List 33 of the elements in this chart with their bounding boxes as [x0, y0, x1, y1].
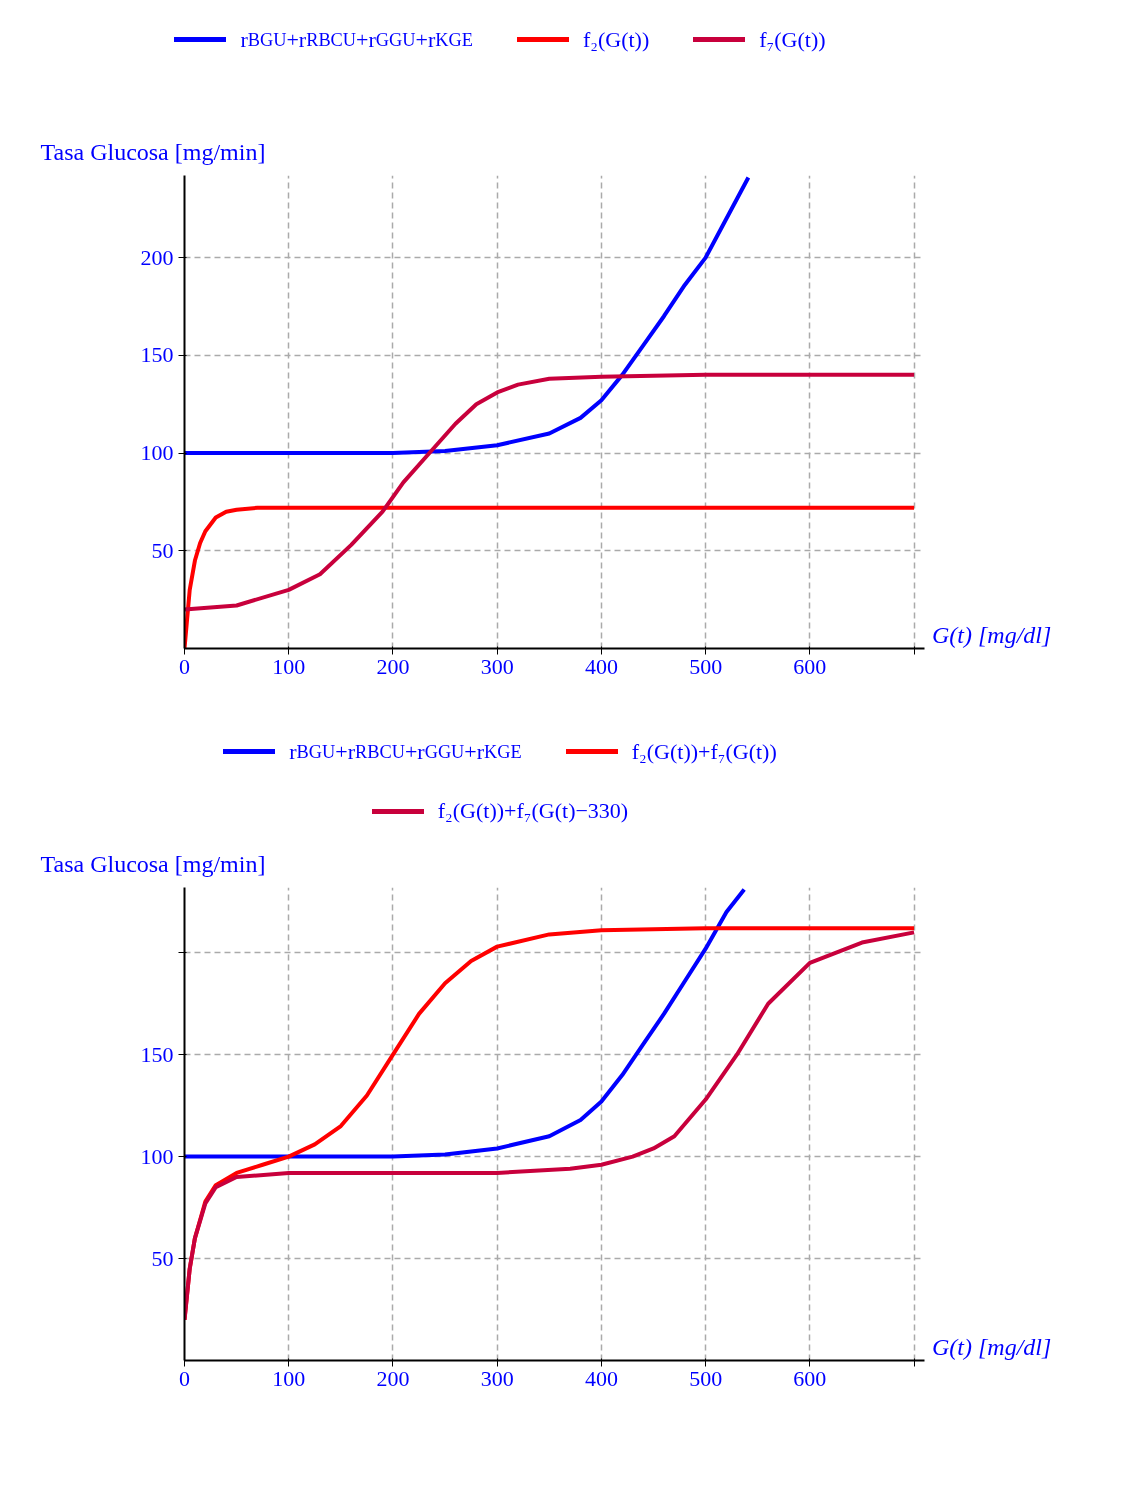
- x-tick-label: 500: [689, 653, 723, 679]
- y-tick-label: 50: [151, 1245, 174, 1271]
- line-series: [184, 505, 917, 649]
- x-tick-label: 200: [376, 653, 410, 679]
- x-tick-label: 400: [584, 653, 618, 679]
- x-tick-label: 500: [689, 1365, 723, 1391]
- y-tick-label: 200: [140, 244, 174, 270]
- x-tick-label: 400: [584, 1365, 618, 1391]
- line-series: [184, 175, 751, 456]
- x-tick-label: 100: [272, 1365, 306, 1391]
- legend-label: f₇(G(t)): [758, 26, 826, 54]
- y-tick-label: 100: [140, 1143, 174, 1169]
- legend-label: f₂(G(t))+f₇(G(t)): [630, 738, 777, 766]
- x-tick-label: 300: [480, 1365, 514, 1391]
- y-tick-label: 150: [140, 342, 174, 368]
- legend-label: f₂(G(t)): [581, 26, 650, 54]
- line-series: [184, 372, 917, 612]
- y-tick-label: 100: [140, 440, 174, 466]
- y-tick-label: 50: [151, 537, 174, 563]
- x-tick-label: 300: [480, 653, 514, 679]
- y-axis-title: Tasa Glucosa [mg/min]: [40, 850, 266, 877]
- x-axis-title: G(t) [mg/dl]: [932, 1333, 1052, 1362]
- x-tick-label: 200: [376, 1365, 410, 1391]
- x-axis-title: G(t) [mg/dl]: [932, 621, 1052, 650]
- x-tick-label: 600: [793, 653, 827, 679]
- x-tick-label: 0: [179, 653, 190, 679]
- x-tick-label: 0: [179, 1365, 190, 1391]
- line-series: [184, 887, 747, 1159]
- legend-label: f₂(G(t))+f₇(G(t)−330): [436, 797, 629, 826]
- x-tick-label: 100: [272, 653, 306, 679]
- y-tick-label: 150: [140, 1041, 174, 1067]
- y-axis-title: Tasa Glucosa [mg/min]: [40, 138, 266, 165]
- x-tick-label: 600: [793, 1365, 827, 1391]
